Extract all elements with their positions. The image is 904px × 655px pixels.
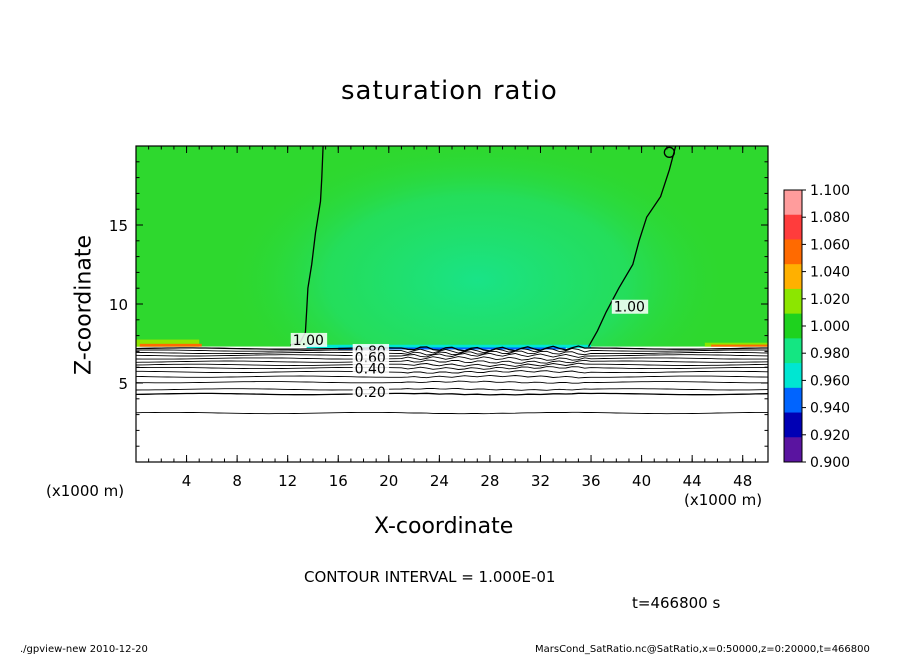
colorbar-label: 0.980 xyxy=(810,346,850,362)
colorbar-swatch xyxy=(784,264,802,290)
contour-label: 1.00 xyxy=(614,300,645,316)
contour-line xyxy=(136,387,768,391)
y-tick-label: 5 xyxy=(118,375,128,393)
contour-line xyxy=(136,370,768,374)
y-tick-label: 10 xyxy=(109,296,128,314)
cyan-band xyxy=(306,344,592,349)
colorbar-swatch xyxy=(784,363,802,389)
x-unit-right: (x1000 m) xyxy=(684,491,763,509)
contour-line xyxy=(136,374,768,379)
contour-label: 0.40 xyxy=(355,361,386,377)
x-tick-label: 8 xyxy=(232,472,242,490)
x-tick-label: 36 xyxy=(581,472,600,490)
contour-line xyxy=(136,359,768,364)
x-axis: 4 8 12 16 20 24 28 32 36 40 44 48 xyxy=(135,146,769,490)
y-axis-label: Z-coordinate xyxy=(71,235,97,375)
hot-streak-left xyxy=(139,343,202,347)
footer-right: MarsCond_SatRatio.nc@SatRatio,x=0:50000,… xyxy=(535,644,870,655)
y-tick-label: 15 xyxy=(109,217,128,235)
contour-label-bg xyxy=(352,385,390,400)
colorbar-swatch xyxy=(784,214,802,240)
colorbar-swatch xyxy=(784,288,802,315)
warm-band-left xyxy=(136,339,200,347)
colorbar: 1.100 1.080 1.060 1.040 1.020 1.000 0.980 0.960… xyxy=(783,183,850,471)
chart-title: saturation ratio xyxy=(341,76,558,106)
x-tick-label: 40 xyxy=(632,472,651,490)
colorbar-swatch xyxy=(784,239,802,265)
colorbar-swatch xyxy=(784,313,802,339)
x-tick-label: 20 xyxy=(379,472,398,490)
colorbar-label: 1.060 xyxy=(810,237,850,253)
contour-line xyxy=(136,362,768,367)
colorbar-swatch xyxy=(784,190,802,216)
colorbar-label: 0.960 xyxy=(810,373,850,389)
contour-line xyxy=(136,392,768,396)
contour-label-bg xyxy=(352,361,390,376)
colorbar-swatch xyxy=(784,412,802,438)
x-tick-label: 32 xyxy=(531,472,550,490)
contour-label-bg xyxy=(290,332,328,347)
colorbar-label: 1.020 xyxy=(810,292,850,308)
x-tick-label: 4 xyxy=(182,472,192,490)
x-tick-label: 24 xyxy=(430,472,449,490)
contour-label-bg xyxy=(352,350,390,365)
field-low-region xyxy=(136,346,768,462)
colorbar-swatch xyxy=(784,387,802,414)
x-tick-label: 28 xyxy=(480,472,499,490)
contour-label: 1.00 xyxy=(293,333,324,349)
colorbar-label: 1.100 xyxy=(810,183,850,199)
contour-line xyxy=(136,347,768,354)
contour-line xyxy=(136,380,768,384)
x-axis-label: X-coordinate xyxy=(374,514,514,539)
colorbar-label: 0.920 xyxy=(810,428,850,444)
blue-band xyxy=(338,347,566,350)
colorbar-swatch xyxy=(784,437,802,463)
contour-interval-note: CONTOUR INTERVAL = 1.000E-01 xyxy=(304,568,556,586)
colorbar-label: 0.940 xyxy=(810,401,850,417)
contour-line xyxy=(136,411,768,415)
contour-line xyxy=(136,366,768,370)
x-tick-label: 16 xyxy=(329,472,348,490)
footer-left: ./gpview-new 2010-12-20 xyxy=(20,644,148,655)
y-axis: 5 10 15 xyxy=(109,145,768,463)
contour-label-bg xyxy=(611,299,649,314)
colorbar-label: 0.900 xyxy=(810,455,850,471)
colorbar-label: 1.000 xyxy=(810,319,850,335)
contour-line xyxy=(136,356,768,361)
colorbar-label: 1.080 xyxy=(810,210,850,226)
contour-line xyxy=(136,350,768,356)
contour-lines xyxy=(136,146,768,415)
contour-line xyxy=(136,352,768,358)
x-tick-label: 48 xyxy=(733,472,752,490)
colorbar-label: 1.040 xyxy=(810,265,850,281)
colorbar-swatch xyxy=(784,338,802,364)
contour-labels: 1.001.000.800.600.400.20 xyxy=(290,299,649,401)
contour-line xyxy=(136,345,768,352)
time-label: t=466800 s xyxy=(632,594,721,612)
hot-streak-right xyxy=(711,344,768,347)
x-tick-label: 44 xyxy=(683,472,702,490)
x-tick-label: 12 xyxy=(278,472,297,490)
x-unit-left: (x1000 m) xyxy=(46,482,125,500)
contour-label: 0.20 xyxy=(355,385,386,401)
contour-1.00-right xyxy=(587,146,677,348)
